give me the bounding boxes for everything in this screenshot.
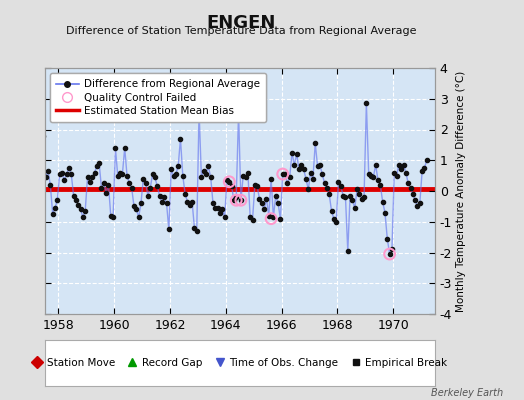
Point — [267, 216, 275, 222]
Legend: Difference from Regional Average, Quality Control Failed, Estimated Station Mean: Difference from Regional Average, Qualit… — [50, 73, 266, 122]
Point — [237, 197, 245, 204]
Point — [195, 108, 203, 114]
Point — [386, 251, 394, 257]
Legend: Station Move, Record Gap, Time of Obs. Change, Empirical Break: Station Move, Record Gap, Time of Obs. C… — [29, 355, 451, 371]
Point — [279, 171, 287, 177]
Text: Berkeley Earth: Berkeley Earth — [431, 388, 503, 398]
Text: ENGEN: ENGEN — [206, 14, 276, 32]
Text: Difference of Station Temperature Data from Regional Average: Difference of Station Temperature Data f… — [66, 26, 416, 36]
Point — [225, 178, 234, 185]
Point — [232, 197, 241, 204]
Y-axis label: Monthly Temperature Anomaly Difference (°C): Monthly Temperature Anomaly Difference (… — [456, 70, 466, 312]
